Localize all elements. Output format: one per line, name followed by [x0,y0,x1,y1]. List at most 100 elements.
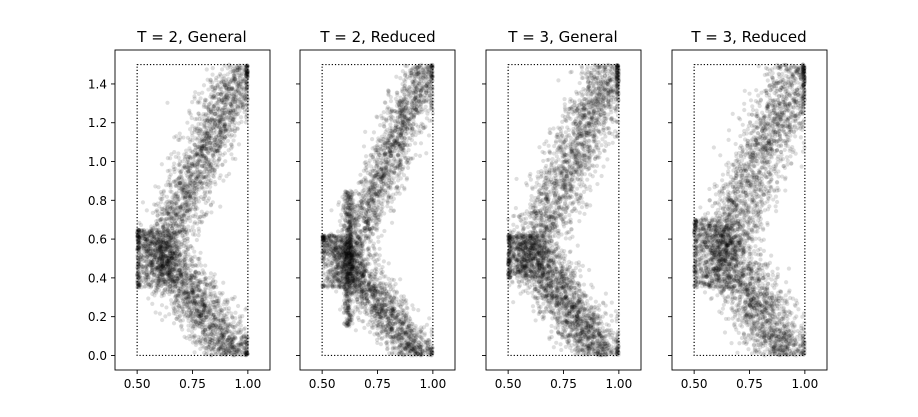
scatter-point [187,289,192,294]
scatter-point [168,206,173,211]
scatter-point [176,137,181,142]
scatter-point [167,174,172,179]
scatter-point [160,277,165,282]
scatter-point [152,257,157,262]
scatter-point [219,333,224,338]
scatter-point [221,351,227,356]
scatter-point [149,230,155,235]
scatter-point [227,117,232,122]
scatter-point [207,123,212,128]
scatter-point [218,121,223,126]
scatter-point [211,154,217,159]
scatter-point [160,264,165,269]
scatter-point [207,341,212,347]
scatter-point [221,335,226,340]
scatter-point [166,271,171,276]
scatter-point [166,273,171,278]
scatter-point [198,335,204,340]
scatter-point [180,185,186,190]
scatter-point [244,339,249,344]
scatter-point [241,105,246,110]
scatter-point [218,128,223,133]
scatter-point [159,248,164,253]
scatter-point [210,345,215,350]
scatter-point [160,237,165,242]
scatter-point [189,302,194,307]
scatter-point [136,281,142,286]
scatter-point [218,313,224,318]
scatter-point [172,256,178,261]
scatter-point [223,350,228,355]
scatter-point [148,232,153,237]
scatter-point [234,93,239,98]
scatter-point [148,252,154,257]
scatter-point [173,242,178,247]
scatter-point [135,281,140,286]
scatter-point [218,126,223,131]
scatter-point [190,149,195,154]
scatter-point [169,267,174,273]
scatter-point [151,234,156,239]
scatter-point [228,103,234,108]
scatter-point [173,223,179,228]
scatter-point [218,347,223,352]
scatter-point [142,249,147,254]
scatter-point [160,265,165,270]
scatter-point [171,209,176,214]
scatter-point [183,256,189,262]
scatter-point [168,156,173,161]
scatter-point [185,247,191,252]
scatter-point [149,239,154,244]
scatter-point [184,190,189,195]
scatter-point [184,248,189,253]
scatter-point [199,304,204,309]
scatter-point [196,283,201,288]
scatter-point [188,244,193,249]
scatter-point [176,279,181,284]
scatter-point [242,350,248,356]
scatter-point [203,112,208,118]
scatter-point [215,338,221,343]
scatter-point [195,303,200,308]
scatter-point [171,279,177,284]
scatter-point [160,272,165,278]
scatter-point [220,331,225,336]
scatter-point [137,282,142,287]
scatter-point [199,148,204,154]
scatter-point [167,276,172,281]
scatter-point [188,276,194,282]
scatter-point [169,255,174,261]
scatter-point [138,232,143,238]
scatter-point [184,209,190,214]
scatter-point [190,281,195,287]
scatter-point [200,330,205,335]
scatter-point [223,321,228,327]
scatter-point [174,252,179,257]
scatter-point [192,314,197,319]
scatter-point [164,212,169,217]
scatter-point [240,341,245,346]
scatter-point [155,236,160,241]
scatter-point [172,242,177,247]
scatter-point [162,252,167,258]
scatter-point [164,263,169,269]
scatter-point [150,246,155,252]
scatter-point [218,346,223,351]
scatter-point [142,279,147,285]
scatter-point [174,267,179,272]
scatter-point [207,324,213,329]
scatter-point [211,118,216,124]
scatter-point [171,321,177,326]
scatter-point [187,189,192,194]
scatter-point [190,335,196,340]
scatter-point [213,327,218,332]
scatter-point [183,272,189,278]
scatter-point [165,100,170,105]
scatter-point [192,296,197,301]
scatter-point [227,349,232,354]
scatter-point [195,256,200,261]
scatter-point [213,117,218,122]
scatter-point [176,176,181,181]
scatter-point [136,244,141,249]
scatter-point [237,327,242,332]
